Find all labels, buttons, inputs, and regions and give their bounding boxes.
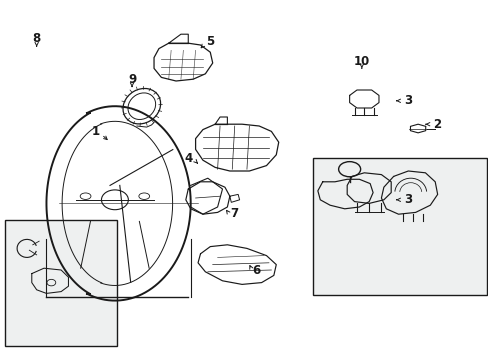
Text: 3: 3: [404, 193, 411, 206]
Text: 1: 1: [91, 125, 99, 138]
Text: 5: 5: [206, 35, 214, 48]
Text: 6: 6: [252, 264, 260, 276]
Text: 9: 9: [128, 73, 136, 86]
Bar: [5, 220, 117, 346]
Text: 3: 3: [404, 94, 411, 107]
Text: 2: 2: [433, 118, 441, 131]
Text: 8: 8: [33, 32, 41, 45]
Text: 7: 7: [230, 207, 238, 220]
Text: 4: 4: [184, 152, 192, 165]
Text: 10: 10: [353, 55, 369, 68]
Bar: [312, 158, 486, 295]
